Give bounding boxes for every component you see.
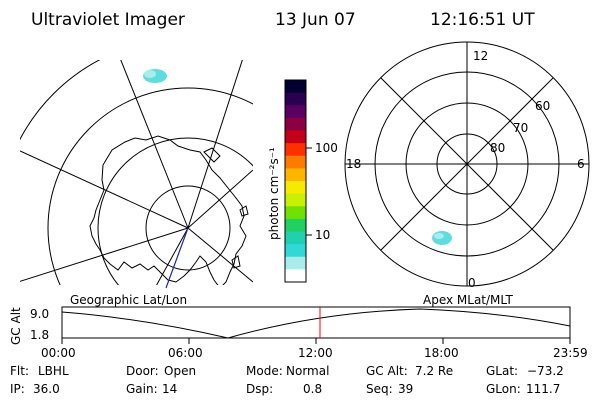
meridian-line [187, 227, 253, 283]
lat-circle [97, 137, 253, 285]
island [231, 255, 241, 269]
status-glat-label: GLat: [486, 364, 518, 378]
timeline-xtick: 18:00 [424, 346, 459, 360]
status-glat-value: −73.2 [527, 364, 564, 378]
mlat-label-80: 80 [490, 141, 505, 155]
colorbar-cell [285, 231, 306, 245]
timeline-xtick: 00:00 [41, 346, 76, 360]
colorbar-cell [285, 143, 306, 157]
colorbar-cell [285, 256, 306, 270]
time: 12:16:51 UT [430, 10, 535, 30]
status-dsp-value: 0.8 [303, 382, 322, 396]
colorbar: 100 10 photon cm⁻²s⁻¹ [267, 79, 338, 283]
timeline-xtick: 23:59 [553, 346, 588, 360]
mlat-label-60: 60 [535, 99, 550, 113]
meridian-line [120, 60, 189, 229]
status-ip-label: IP: [10, 382, 25, 396]
colorbar-tick: 10 [315, 228, 330, 242]
colorbar-cell [285, 206, 306, 220]
colorbar-cell [285, 218, 306, 233]
colorbar-cell [285, 105, 306, 119]
colorbar-cell [285, 92, 306, 106]
status-ip-value: 36.0 [33, 382, 60, 396]
status-gain-value: 14 [162, 382, 177, 396]
colorbar-cell [285, 117, 306, 132]
timeline-xtick: 12:00 [298, 346, 333, 360]
mlt-label-18: 18 [346, 157, 361, 171]
timeline-ylabel: GC Alt [9, 307, 23, 345]
timeline-ytick: 9.0 [30, 307, 49, 321]
colorbar-cell [285, 80, 306, 94]
colorbar-cell [285, 168, 306, 182]
lat-circle [145, 185, 231, 271]
status-mode-label: Mode: [246, 364, 283, 378]
colorbar-cell [285, 244, 306, 258]
status-seq-label: Seq: [366, 382, 393, 396]
mlt-map [344, 41, 590, 287]
status-gain-label: Gain: [126, 382, 158, 396]
aurora-patch [144, 70, 156, 78]
colorbar-cell [285, 193, 306, 207]
status-seq-value: 39 [398, 382, 413, 396]
lat-circle [47, 87, 253, 285]
status-dsp-label: Dsp: [246, 382, 273, 396]
coastline [89, 135, 247, 285]
status-panel: Flt: LBHL Door: Open Mode: Normal GC Alt… [10, 364, 564, 396]
island [239, 205, 249, 217]
status-door-label: Door: [126, 364, 159, 378]
title: Ultraviolet Imager [31, 10, 185, 30]
date: 13 Jun 07 [275, 10, 356, 30]
island [203, 147, 221, 163]
meridian-line [187, 169, 253, 229]
meridian-line [187, 60, 243, 229]
colorbar-cell [285, 130, 306, 144]
status-flt-label: Flt: [10, 364, 29, 378]
altitude-timeline [61, 306, 571, 344]
mlt-label-6: 6 [577, 157, 585, 171]
altitude-curve [61, 308, 571, 339]
status-gcalt-value: 7.2 Re [415, 364, 453, 378]
colorbar-unit: photon cm⁻²s⁻¹ [267, 147, 281, 240]
colorbar-cell [285, 155, 306, 169]
meridian-line [156, 227, 189, 285]
geographic-map [20, 60, 253, 289]
status-flt-value: LBHL [38, 364, 69, 378]
status-door-value: Open [164, 364, 196, 378]
colorbar-cell [285, 269, 306, 283]
status-glon-value: 111.7 [526, 382, 560, 396]
status-mode-value: Normal [286, 364, 329, 378]
mlt-label-12: 12 [473, 49, 488, 63]
aurora-patch [434, 233, 444, 239]
status-gcalt-label: GC Alt: [366, 364, 408, 378]
right-map-label: Apex MLat/MLT [423, 293, 513, 307]
mlat-label-70: 70 [513, 121, 528, 135]
mlt-diagonal [380, 77, 554, 251]
meridian-line [20, 150, 189, 229]
colorbar-cell [285, 181, 306, 195]
status-glon-label: GLon: [486, 382, 521, 396]
mlt-label-0: 0 [468, 276, 476, 290]
satellite-trace [165, 227, 189, 289]
timeline-xtick: 06:00 [168, 346, 203, 360]
left-map-label: Geographic Lat/Lon [70, 293, 187, 307]
timeline-ytick: 1.8 [30, 328, 49, 342]
colorbar-tick: 100 [315, 141, 338, 155]
